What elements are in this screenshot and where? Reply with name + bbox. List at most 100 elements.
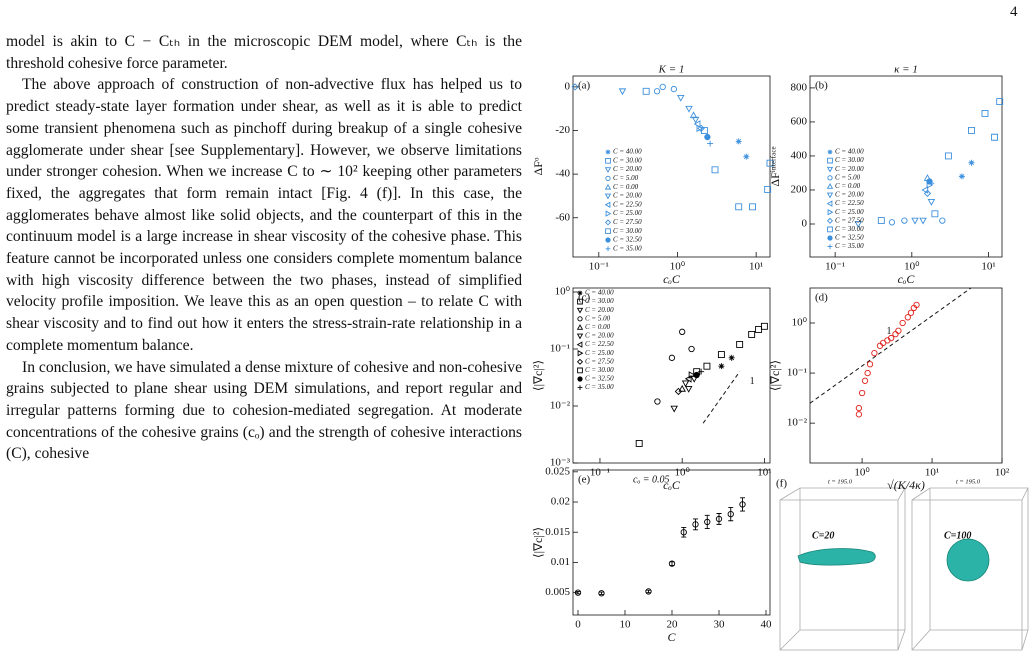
plot-frame [809,75,1003,258]
fit-line [702,371,741,424]
legend-label: C = 32.50 [613,236,642,244]
legend-label: C = 0.00 [585,323,611,331]
data-point [913,301,920,308]
data-point [939,217,946,224]
legend-label: C = 40.00 [613,148,642,156]
panel-label: (d) [815,292,828,304]
x-tick-label: 40 [761,619,773,631]
x-axis-label: cₒC [663,272,681,286]
data-point [692,521,699,528]
data-point [684,385,693,393]
page-number: 4 [1010,4,1018,20]
data-point [864,369,871,377]
data-point [653,88,661,95]
body-text: model is akin to C − Cₜₕ in the microsco… [6,31,522,665]
data-point [866,361,874,368]
legend-label: C = 30.00 [585,366,614,374]
x-tick-label: 10¹ [749,261,763,273]
x-tick-label: 10¹ [981,261,995,273]
data-point [755,326,763,333]
data-point [901,217,908,224]
legend-marker [576,324,584,330]
x-tick-label: 10⁰ [904,261,920,273]
legend-label: C = 30.00 [613,227,642,235]
legend-label: C = 40.00 [835,148,864,156]
legend-label: C = 35.00 [613,244,642,252]
y-tick-label: 10⁻² [550,400,571,412]
legend-marker [604,193,612,200]
legend-label: C = 5.00 [585,314,611,322]
legend-label: C = 32.50 [835,234,864,242]
data-point [727,511,734,518]
legend-marker [605,149,611,155]
legend-marker [577,350,584,357]
legend-marker [577,316,583,322]
data-point [684,375,692,383]
legend-marker [605,175,611,181]
x-tick-label: 10⁰ [854,467,870,479]
data-point [907,309,915,316]
data-point [919,217,927,225]
x-tick-label: 10 [619,619,631,631]
x-tick-label: 0 [575,619,581,631]
legend-marker [826,183,834,189]
legend-label: C = 40.00 [585,289,614,297]
legend-label: C = 30.00 [613,156,642,164]
x-tick-label: 10⁻¹ [825,261,845,273]
x-axis-label: C [667,630,676,644]
data-point [904,314,911,321]
data-point [704,133,711,141]
legend-marker [826,166,834,173]
legend-marker [827,226,833,233]
y-axis-label: ⟨|∇c|²⟩ [531,527,545,558]
data-point [855,411,863,418]
y-tick-label: 0.02 [551,496,570,508]
data-point [571,83,579,91]
plot-frame [572,287,771,464]
data-point [991,133,999,141]
data-point [618,88,627,96]
data-point [680,529,687,536]
time-label: t = 195.0 [956,478,981,485]
sim-box [911,487,1029,651]
legend-label: C = 27.50 [613,218,642,226]
data-point [598,590,605,597]
legend-marker [605,246,611,252]
error-bar [740,497,746,512]
y-tick-label: 10⁻² [787,417,808,429]
y-axis-label: ΔFⁱⁿᵗᵉʳᶠᵃᶜᵉ [768,146,782,186]
fit-label: 1 [750,376,755,387]
data-point [928,180,935,187]
y-axis-label: ΔFᵒ [531,157,545,175]
time-label: t = 195.0 [828,478,853,485]
legend-marker [827,157,833,164]
y-tick-label: 0.01 [551,556,570,568]
paragraph: model is akin to C − Cₜₕ in the microsco… [6,33,522,72]
data-point [707,140,714,147]
sim-label: C=100 [944,530,971,541]
fit-line [809,287,972,404]
y-tick-label: 10⁻¹ [550,343,570,355]
paragraph: In conclusion, we have simulated a dense… [6,358,522,463]
data-point [736,341,744,348]
data-point [887,334,895,342]
legend-label: C = 27.50 [585,357,614,365]
data-point [944,152,952,160]
panel-label: (b) [815,80,828,92]
data-point [764,185,772,193]
x-axis-label: cₒC [898,272,916,286]
x-tick-label: 30 [713,619,725,631]
panel-title: K = 1 [658,64,685,76]
y-tick-label: 200 [791,184,808,196]
legend-marker [576,333,584,340]
x-tick-label: 10⁻¹ [589,261,609,273]
data-point [760,322,768,330]
data-point [674,387,683,396]
data-point [876,342,884,349]
x-tick-label: 10² [995,467,1010,479]
paragraph: The above approach of construction of no… [6,76,522,354]
legend-label: C = 22.50 [585,340,614,348]
error-bar [669,561,675,566]
y-tick-label: 800 [791,81,808,93]
legend-marker [604,183,612,190]
